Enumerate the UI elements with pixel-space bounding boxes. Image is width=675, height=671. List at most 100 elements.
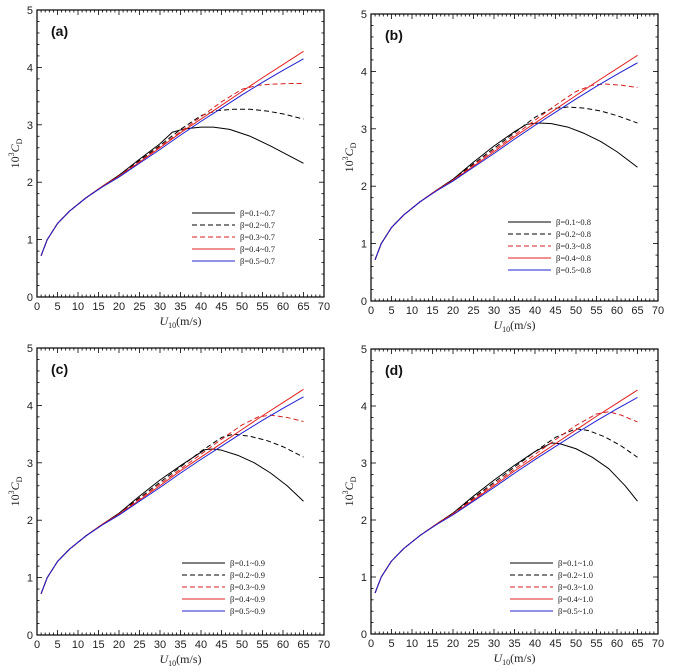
legend-label-5: β=0.5~1.0: [558, 606, 593, 616]
x-tick-label: 65: [297, 639, 309, 651]
x-tick-label: 30: [154, 639, 166, 651]
legend-label-5: β=0.5~0.8: [556, 265, 591, 275]
x-tick-label: 0: [34, 301, 40, 313]
y-tick-label: 3: [27, 120, 33, 132]
y-tick-label: 4: [361, 401, 367, 413]
series-line-5: [374, 397, 638, 594]
y-tick-label: 1: [27, 235, 33, 247]
x-tick-label: 20: [113, 639, 125, 651]
x-tick-label: 45: [549, 305, 561, 317]
series-line-4: [374, 54, 638, 260]
panel-c: 0 5 10 15 20 25 30 35 40 45 50 55 60 65 70012345U10(m/…: [7, 343, 330, 668]
legend-label-4: β=0.4~1.0: [558, 594, 593, 604]
legend-label-4: β=0.4~0.8: [556, 253, 591, 263]
x-tick-label: 50: [570, 638, 582, 650]
x-tick-label: 40: [529, 638, 541, 650]
x-tick-label: 5: [388, 638, 394, 650]
x-tick-label: 35: [174, 301, 186, 313]
y-axis-title: 103CD: [341, 142, 358, 172]
x-tick-label: 45: [549, 638, 561, 650]
x-tick-label: 55: [590, 638, 602, 650]
series-line-5: [374, 62, 638, 260]
legend: β=0.1~1.0 β=0.2~1.0 β=0.3~1.0 β=0.4~1.0 β=0.…: [510, 558, 593, 616]
x-tick-label: 70: [318, 301, 330, 313]
y-tick-label: 2: [27, 515, 33, 527]
series-line-2: [374, 428, 638, 594]
y-tick-label: 1: [361, 572, 367, 584]
legend-label-4: β=0.4~0.9: [230, 594, 265, 604]
plot-frame: [370, 348, 659, 635]
series-line-2: [374, 106, 638, 260]
y-tick-label: 2: [361, 515, 367, 527]
x-tick-label: 15: [426, 305, 438, 317]
x-tick-label: 55: [256, 301, 268, 313]
x-tick-label: 0: [368, 305, 374, 317]
panel-label: (d): [385, 362, 403, 378]
x-tick-label: 60: [611, 638, 623, 650]
y-tick-label: 2: [361, 181, 367, 193]
x-tick-label: 0: [34, 639, 40, 651]
y-tick-label: 5: [361, 344, 367, 356]
series-line-1: [374, 122, 638, 260]
y-axis-title: 103CD: [341, 476, 358, 506]
x-tick-label: 45: [215, 639, 227, 651]
panel-a: 0 5 10 15 20 25 30 35 40 45 50 55 60 65 70012345U10(m/…: [7, 5, 330, 330]
y-tick-label: 5: [27, 5, 33, 17]
y-axis-title: 103CD: [7, 138, 24, 168]
x-tick-label: 40: [529, 305, 541, 317]
y-tick-label: 4: [361, 66, 367, 78]
x-tick-label: 55: [256, 639, 268, 651]
x-tick-label: 20: [447, 305, 459, 317]
x-tick-label: 30: [488, 638, 500, 650]
x-tick-label: 20: [447, 638, 459, 650]
x-tick-label: 25: [133, 639, 145, 651]
legend-label-4: β=0.4~0.7: [240, 244, 275, 254]
x-tick-label: 65: [631, 638, 643, 650]
series-line-4: [374, 389, 638, 594]
x-tick-label: 35: [508, 305, 520, 317]
series-line-5: [40, 58, 304, 256]
y-tick-label: 5: [361, 9, 367, 21]
y-tick-label: 0: [27, 292, 33, 304]
x-tick-label: 5: [54, 301, 60, 313]
y-tick-label: 1: [27, 573, 33, 585]
x-tick-label: 15: [92, 639, 104, 651]
legend-label-3: β=0.3~1.0: [558, 582, 593, 592]
x-tick-label: 35: [508, 638, 520, 650]
y-tick-label: 3: [27, 458, 33, 470]
x-tick-label: 5: [54, 639, 60, 651]
x-tick-label: 10: [72, 639, 84, 651]
legend-label-5: β=0.5~0.7: [240, 256, 275, 266]
x-tick-label: 55: [590, 305, 602, 317]
x-tick-label: 35: [174, 639, 186, 651]
x-tick-label: 40: [195, 301, 207, 313]
x-tick-label: 70: [652, 638, 664, 650]
panel-label: (b): [385, 27, 403, 43]
legend-label-2: β=0.2~0.8: [556, 229, 591, 239]
series-line-3: [374, 411, 638, 594]
x-tick-label: 30: [154, 301, 166, 313]
series-line-1: [374, 442, 638, 594]
legend-label-2: β=0.2~0.7: [240, 220, 275, 230]
x-tick-label: 25: [467, 638, 479, 650]
legend-label-1: β=0.1~0.8: [556, 217, 591, 227]
x-tick-label: 10: [72, 301, 84, 313]
legend-label-3: β=0.3~0.8: [556, 241, 591, 251]
legend-label-1: β=0.1~0.9: [230, 558, 265, 568]
x-tick-label: 60: [277, 639, 289, 651]
x-tick-label: 50: [570, 305, 582, 317]
panel-b: 0 5 10 15 20 25 30 35 40 45 50 55 60 65 70012345U10(m/…: [341, 9, 664, 334]
x-tick-label: 65: [631, 305, 643, 317]
y-tick-label: 5: [27, 343, 33, 355]
x-tick-label: 10: [406, 305, 418, 317]
legend-label-3: β=0.3~0.7: [240, 232, 275, 242]
panel-label: (a): [51, 23, 68, 39]
x-tick-label: 65: [297, 301, 309, 313]
x-tick-label: 20: [113, 301, 125, 313]
x-tick-label: 60: [277, 301, 289, 313]
x-tick-label: 70: [318, 639, 330, 651]
x-tick-label: 15: [92, 301, 104, 313]
x-tick-label: 70: [652, 305, 664, 317]
y-tick-label: 3: [361, 458, 367, 470]
